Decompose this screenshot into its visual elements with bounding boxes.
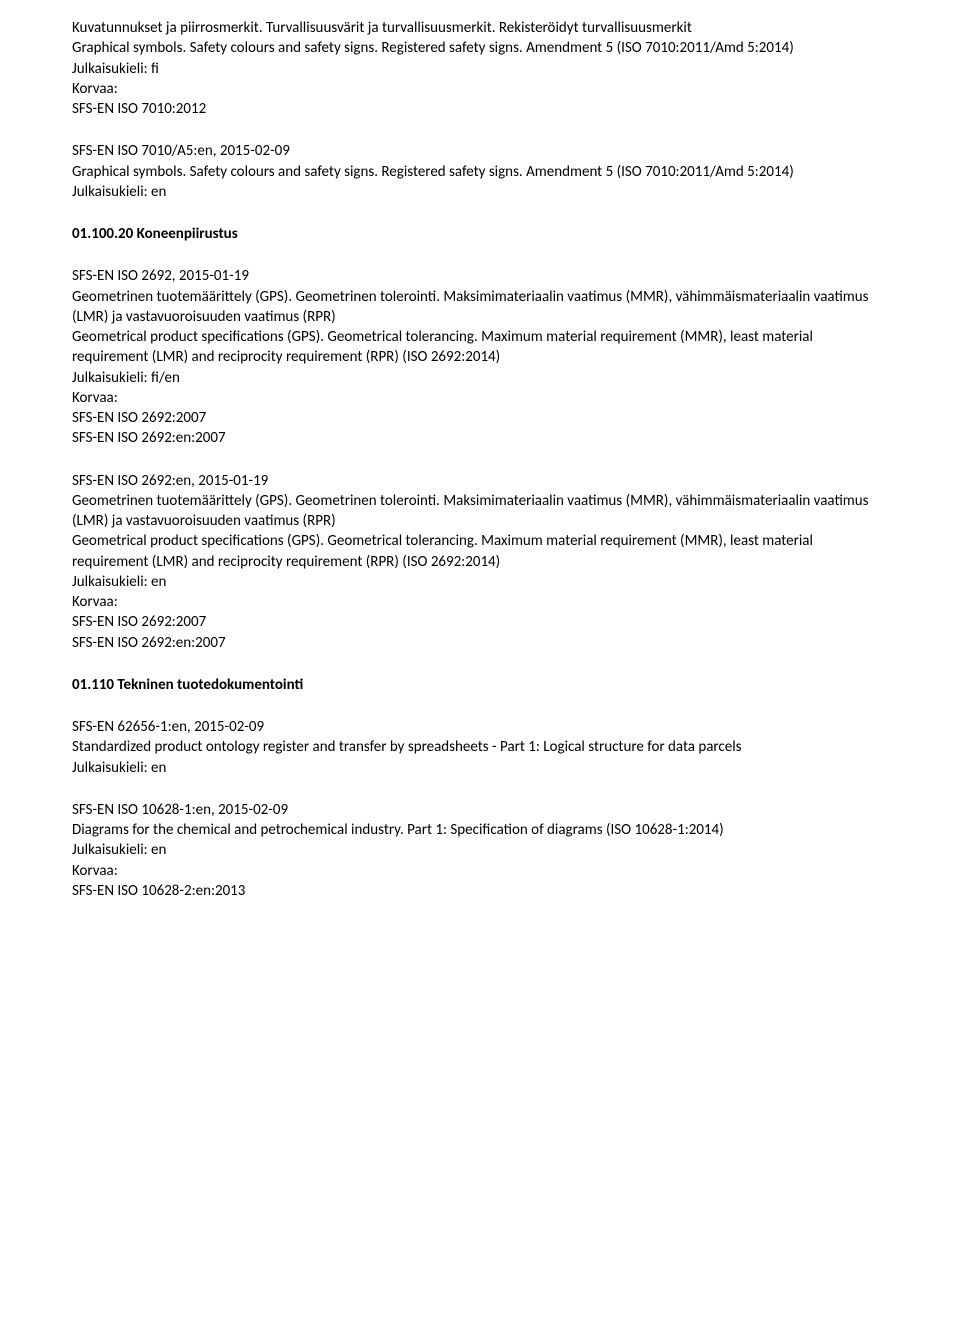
text-line: Julkaisukieli: fi/en bbox=[72, 368, 888, 388]
text-line: Julkaisukieli: fi bbox=[72, 59, 888, 79]
text-line: Diagrams for the chemical and petrochemi… bbox=[72, 820, 888, 840]
text-line: SFS-EN ISO 2692:2007 bbox=[72, 612, 888, 632]
entry-block: SFS-EN ISO 7010/A5:en, 2015-02-09Graphic… bbox=[72, 141, 888, 202]
section-heading: 01.100.20 Koneenpiirustus bbox=[72, 224, 888, 244]
text-line: Kuvatunnukset ja piirrosmerkit. Turvalli… bbox=[72, 18, 888, 38]
text-line: Julkaisukieli: en bbox=[72, 840, 888, 860]
text-line: SFS-EN ISO 2692:en:2007 bbox=[72, 633, 888, 653]
text-line: SFS-EN ISO 10628-1:en, 2015-02-09 bbox=[72, 800, 888, 820]
text-line: SFS-EN ISO 7010:2012 bbox=[72, 99, 888, 119]
text-line: SFS-EN ISO 2692:2007 bbox=[72, 408, 888, 428]
text-line: SFS-EN ISO 2692:en, 2015-01-19 bbox=[72, 471, 888, 491]
entry-block: SFS-EN ISO 10628-1:en, 2015-02-09Diagram… bbox=[72, 800, 888, 901]
entry-block: SFS-EN 62656-1:en, 2015-02-09Standardize… bbox=[72, 717, 888, 778]
text-line: SFS-EN ISO 10628-2:en:2013 bbox=[72, 881, 888, 901]
text-line: Geometrical product specifications (GPS)… bbox=[72, 531, 888, 572]
text-line: Korvaa: bbox=[72, 79, 888, 99]
text-line: SFS-EN ISO 7010/A5:en, 2015-02-09 bbox=[72, 141, 888, 161]
text-line: SFS-EN ISO 2692, 2015-01-19 bbox=[72, 266, 888, 286]
text-line: Julkaisukieli: en bbox=[72, 758, 888, 778]
document-page: Kuvatunnukset ja piirrosmerkit. Turvalli… bbox=[0, 0, 960, 963]
text-line: Korvaa: bbox=[72, 388, 888, 408]
entry-block: SFS-EN ISO 2692, 2015-01-19Geometrinen t… bbox=[72, 266, 888, 448]
section-heading: 01.110 Tekninen tuotedokumentointi bbox=[72, 675, 888, 695]
text-line: Geometrical product specifications (GPS)… bbox=[72, 327, 888, 368]
text-line: SFS-EN ISO 2692:en:2007 bbox=[72, 428, 888, 448]
entry-block: Kuvatunnukset ja piirrosmerkit. Turvalli… bbox=[72, 18, 888, 119]
text-line: Geometrinen tuotemäärittely (GPS). Geome… bbox=[72, 287, 888, 328]
text-line: Julkaisukieli: en bbox=[72, 572, 888, 592]
text-line: SFS-EN 62656-1:en, 2015-02-09 bbox=[72, 717, 888, 737]
text-line: Graphical symbols. Safety colours and sa… bbox=[72, 38, 888, 58]
text-line: Geometrinen tuotemäärittely (GPS). Geome… bbox=[72, 491, 888, 532]
text-line: Korvaa: bbox=[72, 861, 888, 881]
text-line: Korvaa: bbox=[72, 592, 888, 612]
text-line: Standardized product ontology register a… bbox=[72, 737, 888, 757]
text-line: Julkaisukieli: en bbox=[72, 182, 888, 202]
text-line: Graphical symbols. Safety colours and sa… bbox=[72, 162, 888, 182]
entry-block: SFS-EN ISO 2692:en, 2015-01-19Geometrine… bbox=[72, 471, 888, 653]
